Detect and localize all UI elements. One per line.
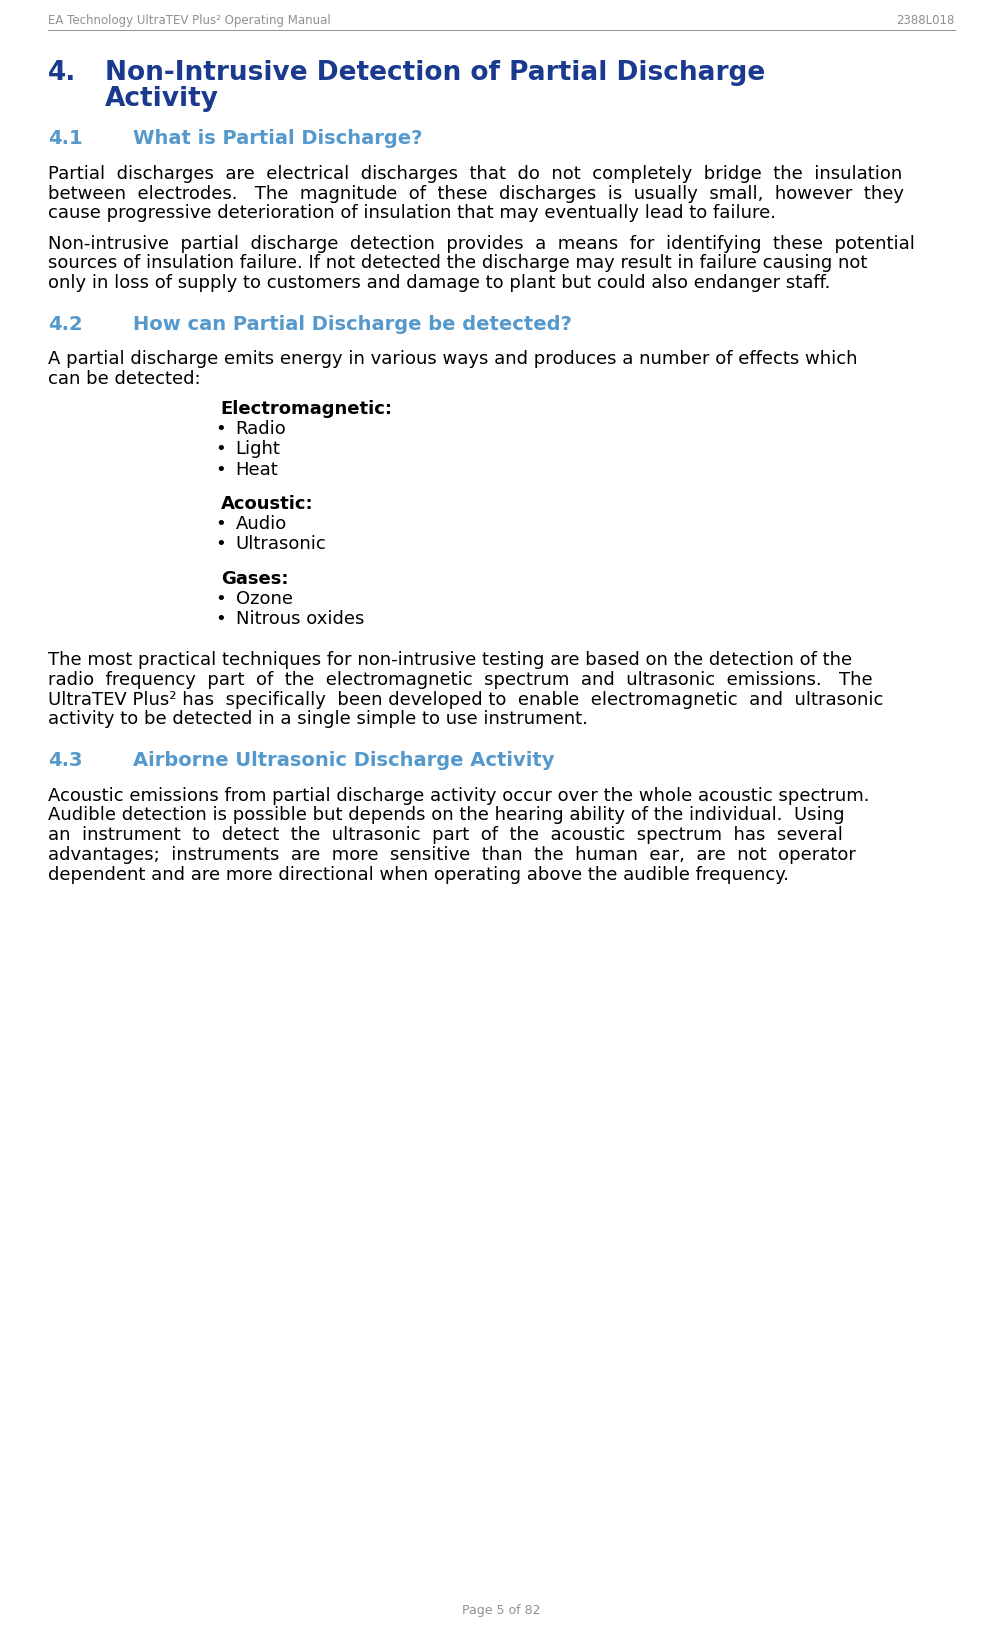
Text: between  electrodes.   The  magnitude  of  these  discharges  is  usually  small: between electrodes. The magnitude of the… [48,184,903,202]
Text: Activity: Activity [105,85,219,111]
Text: Light: Light [235,441,281,459]
Text: Airborne Ultrasonic Discharge Activity: Airborne Ultrasonic Discharge Activity [133,751,554,770]
Text: Acoustic emissions from partial discharge activity occur over the whole acoustic: Acoustic emissions from partial discharg… [48,787,869,805]
Text: radio  frequency  part  of  the  electromagnetic  spectrum  and  ultrasonic  emi: radio frequency part of the electromagne… [48,671,872,689]
Text: dependent and are more directional when operating above the audible frequency.: dependent and are more directional when … [48,865,789,883]
Text: What is Partial Discharge?: What is Partial Discharge? [133,129,423,149]
Text: Nitrous oxides: Nitrous oxides [235,610,364,628]
Text: Radio: Radio [235,421,287,439]
Text: UltraTEV Plus² has  specifically  been developed to  enable  electromagnetic  an: UltraTEV Plus² has specifically been dev… [48,690,883,708]
Text: cause progressive deterioration of insulation that may eventually lead to failur: cause progressive deterioration of insul… [48,204,776,222]
Text: 2388L018: 2388L018 [896,15,954,28]
Text: an  instrument  to  detect  the  ultrasonic  part  of  the  acoustic  spectrum  : an instrument to detect the ultrasonic p… [48,826,842,844]
Text: Non-Intrusive Detection of Partial Discharge: Non-Intrusive Detection of Partial Disch… [105,60,765,86]
Text: Ozone: Ozone [235,591,293,609]
Text: A partial discharge emits energy in various ways and produces a number of effect: A partial discharge emits energy in vari… [48,351,857,369]
Text: Partial  discharges  are  electrical  discharges  that  do  not  completely  bri: Partial discharges are electrical discha… [48,165,902,183]
Text: sources of insulation failure. If not detected the discharge may result in failu: sources of insulation failure. If not de… [48,255,867,273]
Text: Audible detection is possible but depends on the hearing ability of the individu: Audible detection is possible but depend… [48,806,844,824]
Text: EA Technology UltraTEV Plus² Operating Manual: EA Technology UltraTEV Plus² Operating M… [48,15,331,28]
Text: •: • [215,610,226,628]
Text: •: • [215,460,226,478]
Text: can be detected:: can be detected: [48,370,200,388]
Text: •: • [215,441,226,459]
Text: Ultrasonic: Ultrasonic [235,535,326,553]
Text: How can Partial Discharge be detected?: How can Partial Discharge be detected? [133,315,572,333]
Text: 4.: 4. [48,60,76,86]
Text: Heat: Heat [235,460,279,478]
Text: activity to be detected in a single simple to use instrument.: activity to be detected in a single simp… [48,710,587,728]
Text: 4.1: 4.1 [48,129,83,149]
Text: Gases:: Gases: [220,570,288,588]
Text: only in loss of supply to customers and damage to plant but could also endanger : only in loss of supply to customers and … [48,274,830,292]
Text: The most practical techniques for non-intrusive testing are based on the detecti: The most practical techniques for non-in… [48,651,852,669]
Text: •: • [215,591,226,609]
Text: Audio: Audio [235,516,287,534]
Text: advantages;  instruments  are  more  sensitive  than  the  human  ear,  are  not: advantages; instruments are more sensiti… [48,845,855,863]
Text: Page 5 of 82: Page 5 of 82 [462,1604,540,1617]
Text: 4.3: 4.3 [48,751,82,770]
Text: 4.2: 4.2 [48,315,83,333]
Text: Electromagnetic:: Electromagnetic: [220,400,392,418]
Text: •: • [215,421,226,439]
Text: •: • [215,535,226,553]
Text: Non-intrusive  partial  discharge  detection  provides  a  means  for  identifyi: Non-intrusive partial discharge detectio… [48,235,914,253]
Text: Acoustic:: Acoustic: [220,494,313,512]
Text: •: • [215,516,226,534]
